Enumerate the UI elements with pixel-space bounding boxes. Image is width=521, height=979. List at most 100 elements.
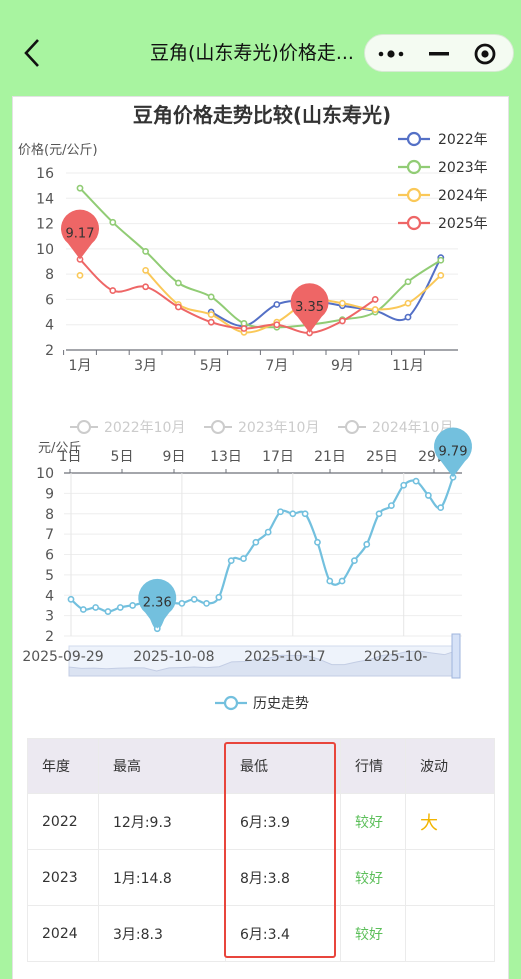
data-point [326, 577, 334, 585]
cell-low: 8月:3.8 [225, 849, 341, 906]
header-high: 最高 [98, 738, 226, 794]
price-summary-table: 年度 最高 最低 行情 波动 2022 12月:9.3 6月:3.9 较好 大 … [27, 738, 495, 962]
y-tick-label: 14 [36, 191, 54, 207]
header-year: 年度 [27, 738, 99, 794]
marker-label: 3.35 [295, 300, 324, 315]
max-min-marker: 2.36 [138, 578, 177, 629]
header-volatility: 波动 [405, 738, 495, 794]
data-point [190, 595, 198, 603]
top-axis-label: 1日 [59, 449, 82, 465]
x-tick-label: 3月 [134, 358, 157, 374]
table-header-row: 年度 最高 最低 行情 波动 [27, 738, 495, 794]
cell-high: 3月:8.3 [98, 905, 226, 962]
max-min-marker: 9.79 [434, 427, 472, 478]
data-point [129, 602, 137, 609]
series-line [79, 258, 376, 334]
legend-item[interactable]: 2022年 [398, 131, 488, 148]
cell-year: 2024 [27, 905, 99, 962]
top-axis-label: 21日 [314, 449, 346, 465]
data-point [76, 184, 84, 192]
legend-circle-icon [223, 695, 239, 711]
legend-label: 2024年10月 [372, 420, 453, 436]
cell-volatility [405, 905, 495, 962]
data-point [142, 266, 149, 274]
chart-title: 豆角价格走势比较(山东寿光) [133, 103, 391, 127]
data-point [174, 279, 182, 287]
data-point [79, 606, 87, 613]
marker-label: 9.17 [66, 226, 95, 241]
y-tick-label: 12 [36, 217, 54, 233]
chevron-left-icon[interactable] [18, 36, 48, 70]
cell-market: 较好 [340, 849, 406, 906]
y-tick-label: 2 [45, 343, 54, 359]
cell-low: 6月:3.9 [225, 793, 341, 850]
top-axis-label: 5日 [111, 449, 134, 465]
data-point [142, 247, 149, 255]
data-point [227, 557, 235, 565]
data-point [67, 595, 75, 603]
slider-date-label: 2025-10-17 [244, 649, 325, 665]
minimize-icon[interactable] [415, 35, 463, 73]
data-point [116, 604, 124, 611]
data-point [109, 218, 117, 226]
more-dots-icon[interactable] [367, 35, 415, 73]
data-zoom-slider[interactable]: 2025-09-29 2025-10-08 2025-10-17 2025-10- [22, 633, 461, 679]
legend-item[interactable]: 2024年10月 [338, 420, 453, 436]
y-tick-label: 7 [45, 527, 54, 543]
data-point [207, 318, 215, 326]
data-point [174, 303, 182, 311]
max-min-marker: 9.17 [61, 209, 100, 260]
legend-label: 历史走势 [253, 696, 309, 712]
cell-market: 较好 [340, 905, 406, 962]
y-tick-label: 4 [45, 318, 54, 334]
cell-year: 2023 [27, 849, 99, 906]
target-close-icon[interactable] [463, 35, 511, 73]
data-point [301, 510, 309, 518]
legend-label: 2023年 [438, 160, 488, 176]
slider-handle[interactable] [451, 633, 461, 679]
top-axis-label: 25日 [366, 449, 398, 465]
data-point [252, 538, 260, 546]
slider-preview [68, 649, 458, 677]
top-axis-label: 17日 [262, 449, 294, 465]
marker-label: 9.79 [439, 444, 468, 459]
marker-pin [61, 209, 100, 260]
marker-label: 2.36 [143, 596, 172, 611]
legend-label: 2025年 [438, 216, 488, 232]
y-tick-label: 8 [45, 507, 54, 523]
slider-date-label: 2025-10- [364, 649, 428, 665]
legend-circle-icon [406, 187, 422, 203]
data-point [277, 508, 284, 516]
data-point [412, 477, 420, 485]
y-axis-label: 元/公斤 [38, 441, 81, 456]
table-row: 2024 3月:8.3 6月:3.4 较好 [27, 905, 495, 962]
top-axis-label: 9日 [163, 449, 186, 465]
data-point [273, 301, 281, 308]
legend-item[interactable]: 2024年 [398, 187, 488, 204]
data-point [404, 278, 412, 286]
data-point [371, 296, 379, 303]
data-point [92, 604, 100, 611]
cell-market: 较好 [340, 793, 406, 850]
data-point [338, 299, 346, 307]
data-point [351, 557, 358, 565]
legend-item[interactable]: 2023年10月 [204, 420, 319, 436]
data-point [371, 306, 379, 313]
data-point [142, 283, 149, 291]
data-point [104, 608, 112, 615]
data-point [437, 256, 445, 264]
legend-item[interactable]: 2022年10月 [70, 420, 185, 436]
legend-item[interactable]: 2025年 [398, 215, 488, 232]
data-point [387, 502, 395, 509]
table-row: 2023 1月:14.8 8月:3.8 较好 [27, 849, 495, 906]
legend-circle-icon [406, 131, 422, 147]
legend-item[interactable]: 历史走势 [215, 695, 309, 712]
y-tick-label: 6 [45, 548, 54, 564]
data-point [375, 510, 383, 518]
legend-item[interactable]: 2023年 [398, 159, 488, 176]
cell-year: 2022 [27, 793, 99, 850]
legend-circle-icon [211, 420, 225, 434]
data-point [437, 504, 445, 512]
table-row: 2022 12月:9.3 6月:3.9 较好 大 [27, 793, 495, 850]
page-title: 豆角(山东寿光)价格走... [150, 42, 354, 64]
